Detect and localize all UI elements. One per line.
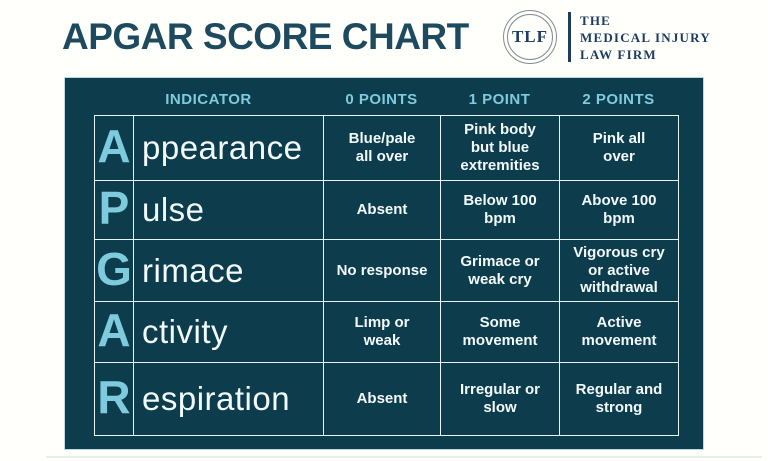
column-header-2-points: 2 POINTS — [582, 90, 655, 108]
column-header-1-point: 1 POINT — [468, 90, 531, 108]
respiration-2-points: Regular and strong — [560, 363, 678, 435]
logo-divider — [568, 12, 571, 62]
pulse-2-points: Above 100 bpm — [560, 181, 678, 239]
apgar-table-panel: INDICATOR 0 POINTS 1 POINT 2 POINTS A pp… — [64, 77, 704, 450]
grimace-1-point: Grimace or weak cry — [441, 240, 559, 301]
grimace-2-points: Vigorous cry or active withdrawal — [560, 240, 678, 301]
logo-monogram: TLF — [511, 27, 549, 46]
respiration-1-point: Irregular or slow — [441, 363, 559, 435]
row-pulse-letter: P — [95, 181, 133, 239]
law-firm-logo: TLF THE MEDICAL INJURY LAW FIRM — [503, 10, 711, 64]
activity-0-points: Limp or weak — [324, 302, 440, 362]
logo-line-3: LAW FIRM — [580, 46, 657, 62]
row-appearance-letter: A — [95, 116, 133, 180]
appearance-1-point: Pink body but blue extremities — [441, 116, 559, 180]
row-pulse-label: ulse — [134, 181, 323, 239]
appearance-0-points: Blue/pale all over — [324, 116, 440, 180]
pulse-1-point: Below 100 bpm — [441, 181, 559, 239]
row-activity-letter: A — [95, 302, 133, 362]
activity-2-points: Active movement — [560, 302, 678, 362]
logo-line-1: THE — [580, 12, 612, 28]
row-activity-label: ctivity — [134, 302, 323, 362]
column-header-0-points: 0 POINTS — [345, 90, 418, 108]
row-grimace-letter: G — [95, 240, 133, 301]
bottom-shadow-line — [46, 456, 762, 458]
row-respiration-label: espiration — [134, 363, 323, 435]
row-appearance-label: ppearance — [134, 116, 323, 180]
pulse-0-points: Absent — [324, 181, 440, 239]
logo-circle-icon: TLF — [503, 10, 557, 64]
appearance-2-points: Pink all over — [560, 116, 678, 180]
page-title: APGAR SCORE CHART — [62, 16, 469, 57]
row-respiration-letter: R — [95, 363, 133, 435]
table-header-row: INDICATOR 0 POINTS 1 POINT 2 POINTS — [94, 78, 679, 115]
logo-wordmark: THE MEDICAL INJURY LAW FIRM — [580, 12, 711, 63]
column-header-indicator: INDICATOR — [165, 90, 252, 108]
apgar-table: A ppearance Blue/pale all over Pink body… — [94, 115, 679, 436]
logo-line-2: MEDICAL INJURY — [580, 29, 711, 45]
row-grimace-label: rimace — [134, 240, 323, 301]
grimace-0-points: No response — [324, 240, 440, 301]
activity-1-point: Some movement — [441, 302, 559, 362]
respiration-0-points: Absent — [324, 363, 440, 435]
